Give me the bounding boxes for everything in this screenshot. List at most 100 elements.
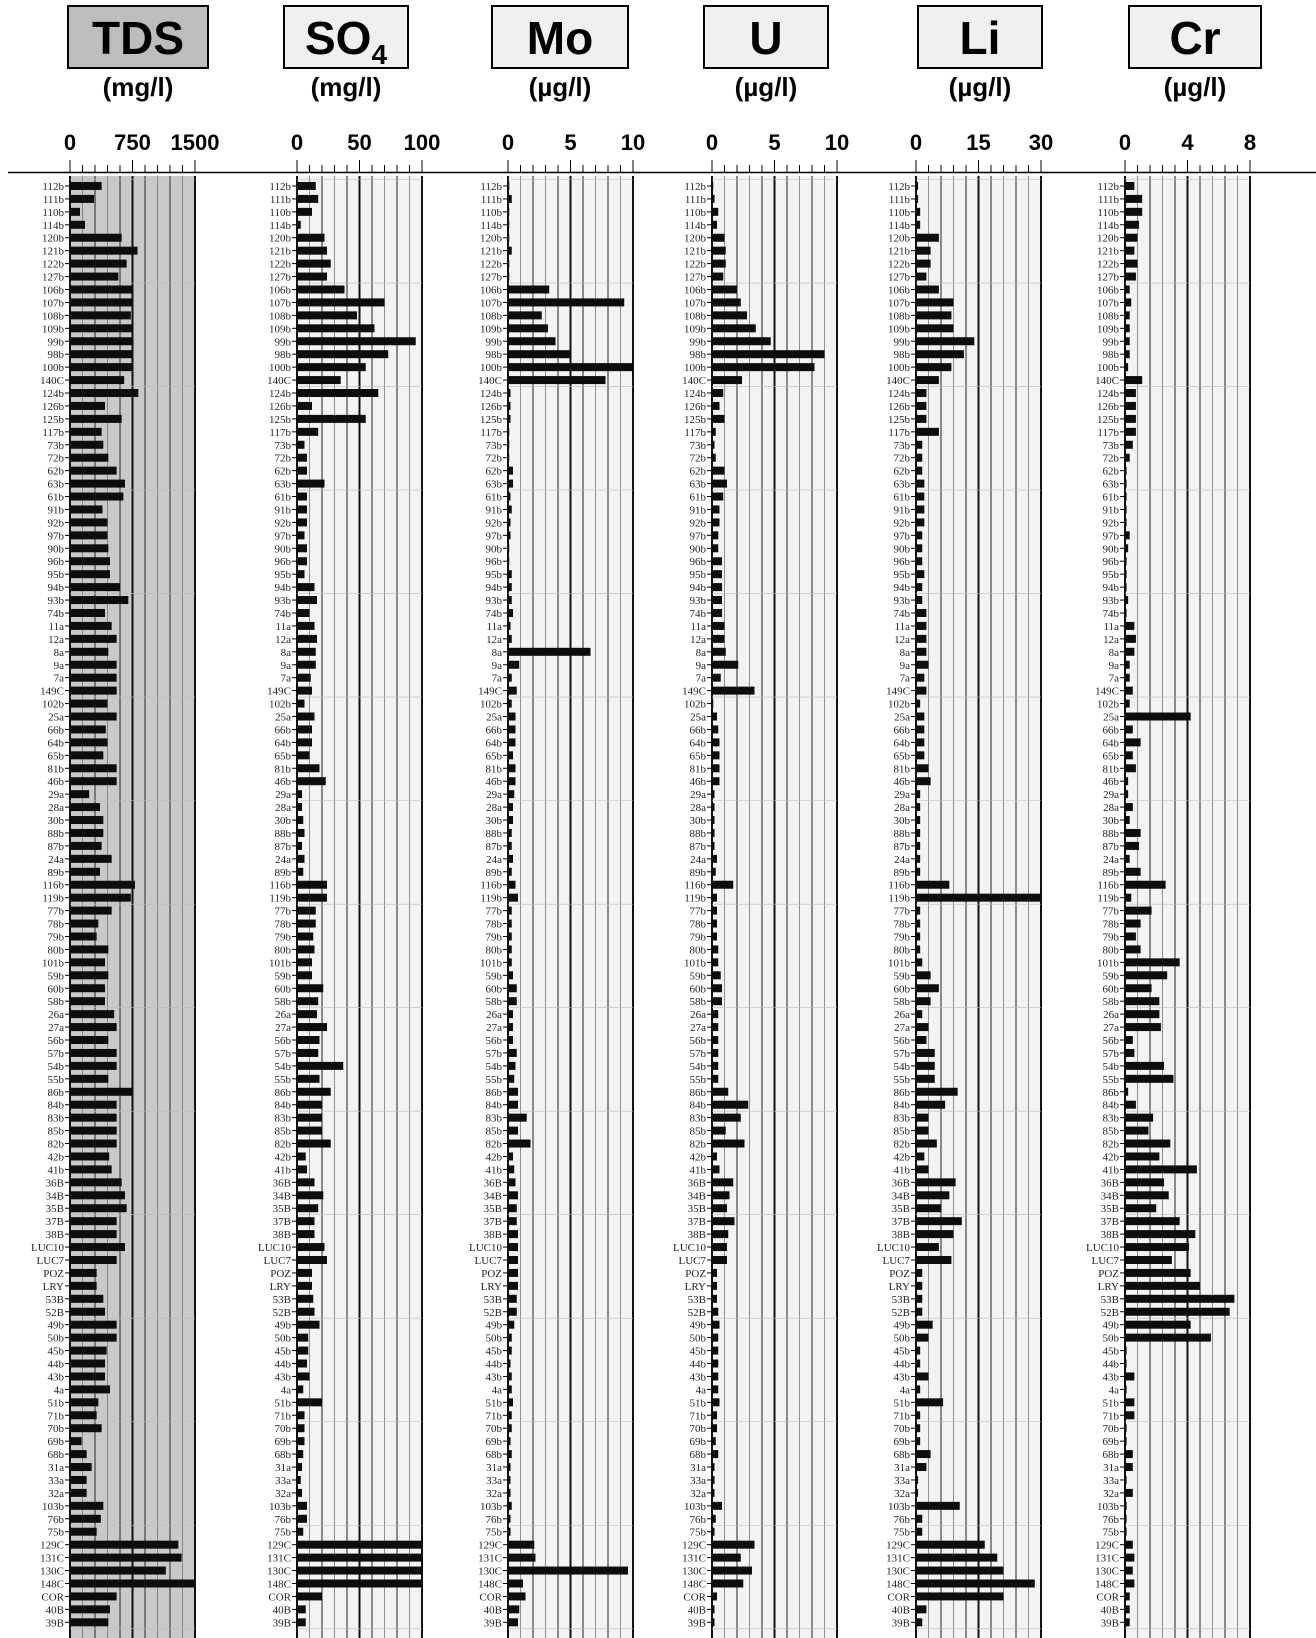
tick-label-so: 100 — [404, 130, 441, 155]
bar-mo — [508, 997, 517, 1006]
sample-label: 41b — [1103, 1164, 1120, 1176]
bar-u — [712, 919, 717, 928]
sample-label: 58b — [1103, 996, 1120, 1008]
bar-cr — [1125, 777, 1129, 786]
bar-so — [297, 363, 366, 372]
bar-mo — [508, 389, 511, 398]
sample-label: 79b — [1103, 931, 1120, 943]
bar-mo — [508, 945, 512, 954]
bar-cr — [1125, 803, 1133, 812]
bar-so — [297, 1100, 322, 1109]
sample-label: 107b — [480, 297, 503, 309]
sample-label: 81b — [690, 763, 707, 775]
sample-label: 55b — [1103, 1074, 1120, 1086]
bar-mo — [508, 1126, 518, 1135]
bar-u — [712, 958, 719, 967]
sample-label: 25a — [275, 712, 291, 724]
bar-cr — [1125, 919, 1141, 928]
bar-mo — [508, 1074, 515, 1083]
sample-label: 57b — [894, 1048, 911, 1060]
sample-label: 110b — [888, 207, 910, 219]
sample-label: COR — [41, 1591, 64, 1603]
sample-label: 49b — [486, 1320, 503, 1332]
bar-cr — [1125, 1372, 1135, 1381]
bar-tds — [70, 337, 132, 346]
sample-label: 72b — [690, 453, 707, 465]
bar-mo — [508, 453, 510, 462]
panel-unit-so: (mg/l) — [311, 72, 382, 102]
sample-label: 130C — [478, 1566, 502, 1578]
bar-tds — [70, 401, 105, 410]
bar-li — [916, 725, 925, 734]
bar-so — [297, 1579, 422, 1588]
bar-u — [712, 712, 717, 721]
sample-label: 71b — [486, 1410, 503, 1422]
bar-u — [712, 233, 725, 242]
sample-label: 51b — [486, 1397, 503, 1409]
sample-label: 119b — [480, 893, 502, 905]
bar-cr — [1125, 1074, 1174, 1083]
sample-label: 44b — [275, 1359, 292, 1371]
sample-label: 85b — [690, 1126, 707, 1138]
sample-label: 106b — [684, 284, 707, 296]
sample-label: 122b — [480, 259, 503, 271]
bar-li — [916, 1178, 956, 1187]
sample-label: 87b — [690, 841, 707, 853]
sample-label: 96b — [486, 556, 503, 568]
sample-label: 44b — [690, 1359, 707, 1371]
bar-cr — [1125, 893, 1132, 902]
bar-mo — [508, 1450, 512, 1459]
bar-so — [297, 1475, 301, 1484]
sample-label: 32a — [894, 1488, 910, 1500]
bar-cr — [1125, 971, 1168, 980]
bar-so — [297, 466, 307, 475]
sample-label: 124b — [1097, 388, 1120, 400]
bar-cr — [1125, 1268, 1191, 1277]
sample-label: 49b — [275, 1320, 292, 1332]
bar-li — [916, 246, 931, 255]
sample-label: 76b — [48, 1514, 65, 1526]
bar-u — [712, 893, 717, 902]
sample-label: 121b — [42, 246, 65, 258]
bar-li — [916, 816, 921, 825]
bar-mo — [508, 285, 550, 294]
bar-mo — [508, 1566, 628, 1575]
bar-mo — [508, 608, 513, 617]
bar-li — [916, 1100, 946, 1109]
sample-label: 62b — [1103, 466, 1120, 478]
sample-label: 149C — [682, 686, 706, 698]
bar-so — [297, 518, 307, 527]
bar-mo — [508, 738, 516, 747]
bar-so — [297, 1450, 304, 1459]
sample-label: 73b — [1103, 440, 1120, 452]
sample-label: 57b — [1103, 1048, 1120, 1060]
sample-label: 28a — [894, 802, 910, 814]
bar-cr — [1125, 1307, 1230, 1316]
sample-label: 74b — [275, 608, 292, 620]
sample-label: 131C — [1095, 1553, 1119, 1565]
bar-u — [712, 492, 724, 501]
bar-tds — [70, 479, 125, 488]
sample-label: 108b — [480, 310, 503, 322]
bar-cr — [1125, 401, 1136, 410]
sample-label: 42b — [1103, 1151, 1120, 1163]
bar-li — [916, 453, 923, 462]
bar-tds — [70, 647, 109, 656]
bar-li — [916, 285, 939, 294]
bar-u — [712, 220, 717, 229]
bar-li — [916, 984, 939, 993]
sample-label: 40B — [273, 1604, 291, 1616]
sample-label: 4a — [696, 1384, 707, 1396]
bar-u — [712, 1514, 716, 1523]
bar-cr — [1125, 246, 1135, 255]
bar-u — [712, 660, 739, 669]
bar-so — [297, 194, 319, 203]
sample-label: 49b — [1103, 1320, 1120, 1332]
bar-li — [916, 686, 927, 695]
sample-label: 74b — [894, 608, 911, 620]
bar-u — [712, 686, 755, 695]
sample-label: 92b — [894, 517, 911, 529]
bar-mo — [508, 1411, 512, 1420]
sample-label: 96b — [894, 556, 911, 568]
bar-tds — [70, 1527, 97, 1536]
